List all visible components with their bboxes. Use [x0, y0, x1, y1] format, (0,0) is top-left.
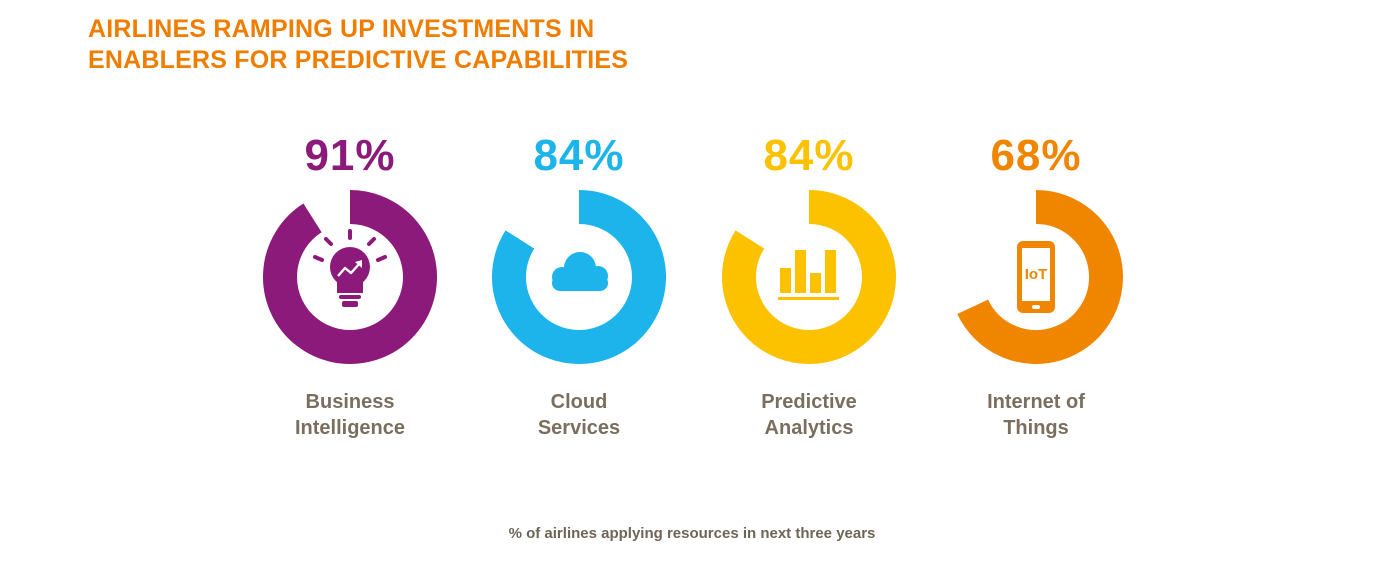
- category-label-line-2: Services: [537, 417, 621, 439]
- donut-arc-predictive-analytics: [722, 190, 896, 364]
- value-label-internet-of-things: 68%: [990, 131, 1082, 180]
- chart-title-line-2: ENABLERS FOR PREDICTIVE CAPABILITIES: [88, 46, 629, 74]
- iot-text: IoT: [1025, 266, 1048, 283]
- bar-chart-icon: [778, 250, 839, 300]
- donut-arc-cloud-services: [492, 190, 666, 364]
- donut-internet-of-things: IoT: [957, 190, 1123, 364]
- category-label-line-1: Predictive: [761, 391, 857, 413]
- category-label-predictive-analytics: Predictive Analytics: [694, 389, 924, 441]
- category-label-line-2: Things: [1003, 417, 1069, 439]
- category-label-cloud-services: Cloud Services: [464, 389, 694, 441]
- lightbulb-chart-icon: [313, 229, 387, 307]
- smartphone-iot-icon: IoT: [1017, 241, 1055, 313]
- category-label-line-1: Internet of: [987, 391, 1085, 413]
- value-label-predictive-analytics: 84%: [763, 131, 855, 180]
- category-label-line-1: Cloud: [550, 391, 608, 413]
- value-label-cloud-services: 84%: [533, 131, 625, 180]
- chart-caption: % of airlines applying resources in next…: [508, 525, 876, 542]
- value-label-business-intelligence: 91%: [304, 131, 396, 180]
- donut-predictive-analytics: [722, 190, 896, 364]
- category-label-internet-of-things: Internet of Things: [921, 389, 1151, 441]
- chart-title-line-1: AIRLINES RAMPING UP INVESTMENTS IN: [88, 15, 595, 43]
- donut-cloud-services: [492, 190, 666, 364]
- category-label-line-2: Analytics: [764, 417, 854, 439]
- category-label-line-2: Intelligence: [294, 417, 406, 439]
- category-label-line-1: Business: [305, 391, 395, 413]
- cloud-icon: [552, 252, 608, 291]
- donut-business-intelligence: [263, 190, 437, 364]
- donut-arc-business-intelligence: [263, 190, 437, 364]
- donut-arc-internet-of-things: [957, 190, 1123, 364]
- category-label-business-intelligence: Business Intelligence: [235, 389, 465, 441]
- chart-title: AIRLINES RAMPING UP INVESTMENTS IN ENABL…: [88, 14, 628, 76]
